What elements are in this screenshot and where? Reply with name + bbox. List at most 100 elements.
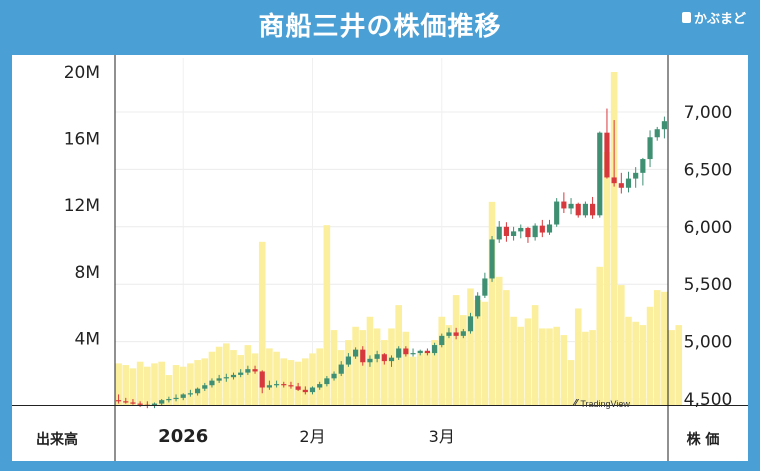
candle-body xyxy=(654,129,660,138)
candle-body xyxy=(503,226,509,236)
candle-body xyxy=(209,380,215,386)
candle-body xyxy=(353,349,359,357)
candle xyxy=(453,327,459,340)
candle-body xyxy=(245,369,251,373)
candle xyxy=(259,370,265,394)
brand-icon xyxy=(681,12,691,23)
candle-body xyxy=(202,385,208,389)
volume-bar xyxy=(316,348,323,405)
candle-body xyxy=(338,364,344,374)
volume-bar xyxy=(488,201,496,405)
candle xyxy=(360,346,366,366)
candle xyxy=(353,347,359,359)
volume-bar xyxy=(194,360,201,405)
candle-body xyxy=(647,137,653,160)
candle xyxy=(525,226,531,243)
volume-bar xyxy=(567,360,575,405)
candle-body xyxy=(489,239,495,279)
volume-tick-label: 4M xyxy=(75,329,100,349)
volume-bar xyxy=(179,366,187,405)
candle xyxy=(467,312,474,334)
candle xyxy=(582,201,588,218)
price-tick-label: 7,000 xyxy=(684,103,733,123)
candle xyxy=(302,386,308,395)
candle-body xyxy=(130,402,136,404)
candle xyxy=(180,393,186,401)
volume-bar xyxy=(158,361,165,405)
candle xyxy=(345,353,351,367)
candle xyxy=(173,394,179,402)
candle-body xyxy=(396,348,402,358)
candle xyxy=(388,355,395,367)
brand-name: かぶまど xyxy=(693,12,746,27)
candle-body xyxy=(453,332,459,336)
price-tick-label: 5,000 xyxy=(684,333,733,353)
candle-body xyxy=(223,377,229,379)
candle-body xyxy=(525,227,531,238)
volume-bar xyxy=(151,363,158,405)
candle xyxy=(374,350,380,363)
candle xyxy=(460,328,466,339)
candle-body xyxy=(388,357,395,362)
candle xyxy=(561,192,567,214)
candle xyxy=(410,348,416,357)
candle xyxy=(281,381,287,388)
candle xyxy=(618,172,624,194)
candle-body xyxy=(295,386,301,390)
volume-bar xyxy=(323,225,331,405)
candle-body xyxy=(288,385,294,387)
candle-body xyxy=(511,231,517,236)
volume-bar xyxy=(603,151,611,405)
volume-bar xyxy=(337,350,345,405)
volume-bar xyxy=(481,301,489,405)
candle xyxy=(597,131,603,218)
volume-bar xyxy=(517,326,525,405)
candle-body xyxy=(460,331,466,336)
candle-body xyxy=(331,373,337,379)
candle-body xyxy=(410,353,416,355)
axes: 4M 8M 12M 16M 20M 4,500 5,000 5,500 6,000 6,500 7,… xyxy=(12,55,748,461)
candle xyxy=(640,157,646,186)
volume-bar xyxy=(589,330,596,405)
candle xyxy=(417,349,423,356)
volume-bar xyxy=(524,318,532,405)
candle-body xyxy=(532,225,538,238)
candle-body xyxy=(432,345,438,354)
volume-bar xyxy=(201,358,209,405)
candle xyxy=(546,219,553,235)
candle-body xyxy=(496,226,502,240)
volume-bar xyxy=(546,328,553,405)
volume-bar xyxy=(416,353,424,405)
candle-body xyxy=(238,372,244,375)
volume-bar xyxy=(330,330,338,405)
candle xyxy=(604,108,610,179)
candle-body xyxy=(324,378,330,385)
stock-chart: 4M 8M 12M 16M 20M 4,500 5,000 5,500 6,000 6,500 7,… xyxy=(12,55,748,461)
candle xyxy=(539,219,545,238)
volume-bar xyxy=(237,355,244,405)
candle xyxy=(661,116,667,139)
tradingview-text: TradingView xyxy=(580,398,630,409)
candle xyxy=(396,346,402,360)
volume-bar xyxy=(345,340,352,405)
volume-bar xyxy=(129,368,137,405)
volume-bar xyxy=(309,353,316,405)
grid-lines xyxy=(115,58,668,405)
candle xyxy=(331,371,337,381)
candle-body xyxy=(166,399,172,401)
candle xyxy=(475,292,481,319)
candle-body xyxy=(582,203,588,216)
candle-body xyxy=(539,225,545,233)
volume-bar xyxy=(187,363,194,405)
candle xyxy=(381,353,387,365)
volume-bar xyxy=(122,365,130,405)
volume-bar xyxy=(639,325,647,405)
candle-body xyxy=(173,397,179,400)
candle-body xyxy=(116,400,122,402)
candle-body xyxy=(590,203,596,216)
candle-body xyxy=(554,201,560,225)
volume-bar xyxy=(618,285,625,405)
price-tick-label: 5,500 xyxy=(684,275,733,295)
tradingview-watermark: ⁄⁄ TradingView xyxy=(574,398,630,409)
